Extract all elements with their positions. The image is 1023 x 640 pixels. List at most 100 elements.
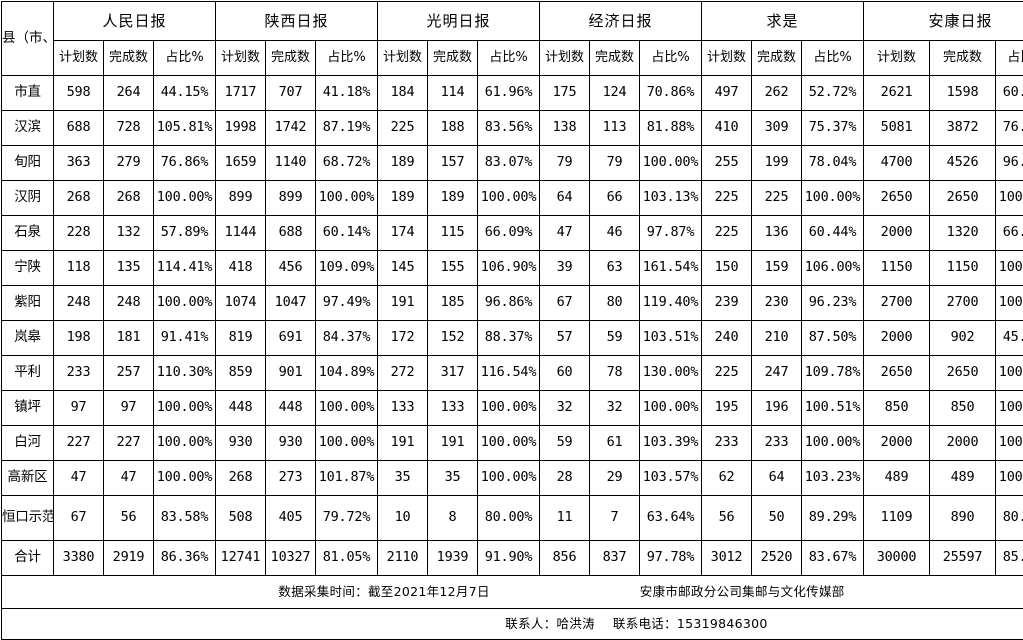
table-cell: 136: [752, 216, 802, 251]
row-label: 旬阳: [2, 146, 54, 181]
table-cell: 61: [590, 426, 640, 461]
table-cell: 100.00%: [478, 391, 540, 426]
table-cell: 2700: [930, 286, 996, 321]
table-cell: 41.18%: [316, 76, 378, 111]
table-cell: 79: [540, 146, 590, 181]
corner-header-county: 县（市、区）: [2, 2, 54, 76]
table-cell: 47: [540, 216, 590, 251]
table-cell: 268: [54, 181, 104, 216]
table-cell: 91.90%: [478, 541, 540, 576]
table-cell: 124: [590, 76, 640, 111]
table-cell: 2919: [104, 541, 154, 576]
table-cell: 279: [104, 146, 154, 181]
table-cell: 150: [702, 251, 752, 286]
table-cell: 103.13%: [640, 181, 702, 216]
table-cell: 100.00%: [154, 286, 216, 321]
table-cell: 109.78%: [802, 356, 864, 391]
footer-info-row: 数据采集时间：截至2021年12月7日 安康市邮政分公司集邮与文化传媒部: [2, 576, 1023, 609]
table-cell: 410: [702, 111, 752, 146]
table-cell: 155: [428, 251, 478, 286]
table-cell: 100.00%: [996, 426, 1023, 461]
table-cell: 2650: [930, 356, 996, 391]
table-cell: 132: [104, 216, 154, 251]
table-cell: 899: [216, 181, 266, 216]
table-cell: 901: [266, 356, 316, 391]
table-cell: 2650: [930, 181, 996, 216]
table-cell: 3872: [930, 111, 996, 146]
table-cell: 3012: [702, 541, 752, 576]
table-cell: 489: [864, 461, 930, 496]
table-cell: 418: [216, 251, 266, 286]
table-cell: 96.86%: [478, 286, 540, 321]
table-cell: 133: [428, 391, 478, 426]
row-label: 恒口示范区: [2, 496, 54, 541]
table-cell: 8: [428, 496, 478, 541]
table-cell: 87.50%: [802, 321, 864, 356]
table-cell: 189: [378, 146, 428, 181]
group-header-jingji: 经济日报: [540, 2, 702, 41]
table-cell: 248: [104, 286, 154, 321]
row-label: 紫阳: [2, 286, 54, 321]
table-cell: 448: [216, 391, 266, 426]
table-cell: 1598: [930, 76, 996, 111]
table-cell: 233: [752, 426, 802, 461]
table-cell: 225: [702, 181, 752, 216]
table-cell: 4700: [864, 146, 930, 181]
row-label: 石泉: [2, 216, 54, 251]
footer-contact-cell: 联系人：哈洪涛 联系电话：15319846300: [2, 609, 1023, 640]
group-header-shaanxi: 陕西日报: [216, 2, 378, 41]
sub-header-rate-jingji: 占比%: [640, 41, 702, 76]
table-cell: 130.00%: [640, 356, 702, 391]
sub-header-done-shaanxi: 完成数: [266, 41, 316, 76]
table-cell: 66: [590, 181, 640, 216]
table-cell: 116.54%: [478, 356, 540, 391]
table-cell: 96.23%: [802, 286, 864, 321]
table-cell: 75.37%: [802, 111, 864, 146]
table-cell: 100.00%: [154, 181, 216, 216]
table-cell: 598: [54, 76, 104, 111]
table-cell: 273: [266, 461, 316, 496]
table-cell: 688: [266, 216, 316, 251]
table-cell: 100.00%: [154, 426, 216, 461]
table-cell: 46: [590, 216, 640, 251]
table-cell: 32: [540, 391, 590, 426]
table-cell: 118: [54, 251, 104, 286]
table-cell: 88.37%: [478, 321, 540, 356]
table-cell: 106.00%: [802, 251, 864, 286]
table-cell: 81.88%: [640, 111, 702, 146]
sub-header-done-jingji: 完成数: [590, 41, 640, 76]
table-cell: 100.00%: [802, 426, 864, 461]
table-cell: 76.86%: [154, 146, 216, 181]
table-cell: 930: [266, 426, 316, 461]
table-cell: 255: [702, 146, 752, 181]
table-cell: 819: [216, 321, 266, 356]
table-cell: 10327: [266, 541, 316, 576]
table-cell: 247: [752, 356, 802, 391]
table-cell: 233: [702, 426, 752, 461]
table-cell: 100.00%: [802, 181, 864, 216]
table-cell: 240: [702, 321, 752, 356]
table-cell: 188: [428, 111, 478, 146]
table-cell: 64: [752, 461, 802, 496]
sub-header-plan-ankang: 计划数: [864, 41, 930, 76]
table-cell: 62: [702, 461, 752, 496]
table-cell: 456: [266, 251, 316, 286]
table-cell: 60.44%: [802, 216, 864, 251]
row-label: 镇坪: [2, 391, 54, 426]
table-cell: 114.41%: [154, 251, 216, 286]
table-cell: 225: [702, 356, 752, 391]
table-cell: 66.09%: [478, 216, 540, 251]
table-cell: 106.90%: [478, 251, 540, 286]
table-cell: 79.72%: [316, 496, 378, 541]
table-cell: 1150: [864, 251, 930, 286]
table-cell: 100.00%: [316, 426, 378, 461]
table-cell: 850: [930, 391, 996, 426]
table-cell: 152: [428, 321, 478, 356]
table-cell: 100.00%: [154, 461, 216, 496]
table-cell: 707: [266, 76, 316, 111]
